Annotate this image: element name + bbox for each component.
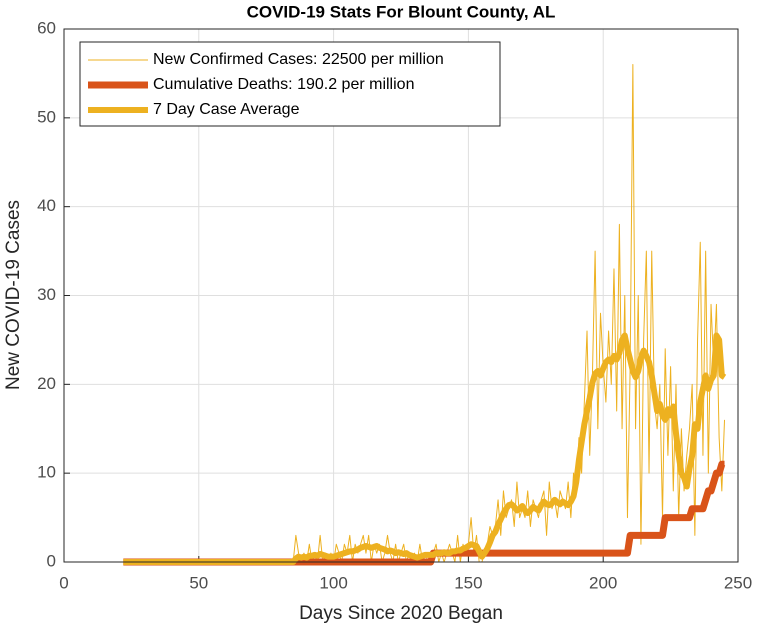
y-tick-label: 50	[37, 107, 56, 126]
x-tick-label: 200	[589, 573, 617, 592]
y-tick-label: 40	[37, 196, 56, 215]
y-tick-label: 60	[37, 18, 56, 37]
y-axis-label: New COVID-19 Cases	[3, 200, 24, 390]
y-tick-label: 30	[37, 285, 56, 304]
chart-title: COVID-19 Stats For Blount County, AL	[247, 2, 556, 21]
x-tick-label: 250	[724, 573, 752, 592]
y-tick-label: 20	[37, 374, 56, 393]
x-tick-label: 0	[59, 573, 68, 592]
legend-box	[79, 41, 501, 127]
x-tick-label: 50	[189, 573, 208, 592]
legend-label: Cumulative Deaths: 190.2 per million	[153, 76, 414, 93]
legend-label: New Confirmed Cases: 22500 per million	[153, 51, 444, 68]
x-axis-label: Days Since 2020 Began	[299, 603, 503, 624]
x-tick-label: 100	[319, 573, 347, 592]
y-tick-label: 0	[47, 551, 56, 570]
legend-label: 7 Day Case Average	[153, 101, 300, 118]
y-tick-label: 10	[37, 463, 56, 482]
x-tick-label: 150	[454, 573, 482, 592]
axes-box	[63, 28, 739, 563]
